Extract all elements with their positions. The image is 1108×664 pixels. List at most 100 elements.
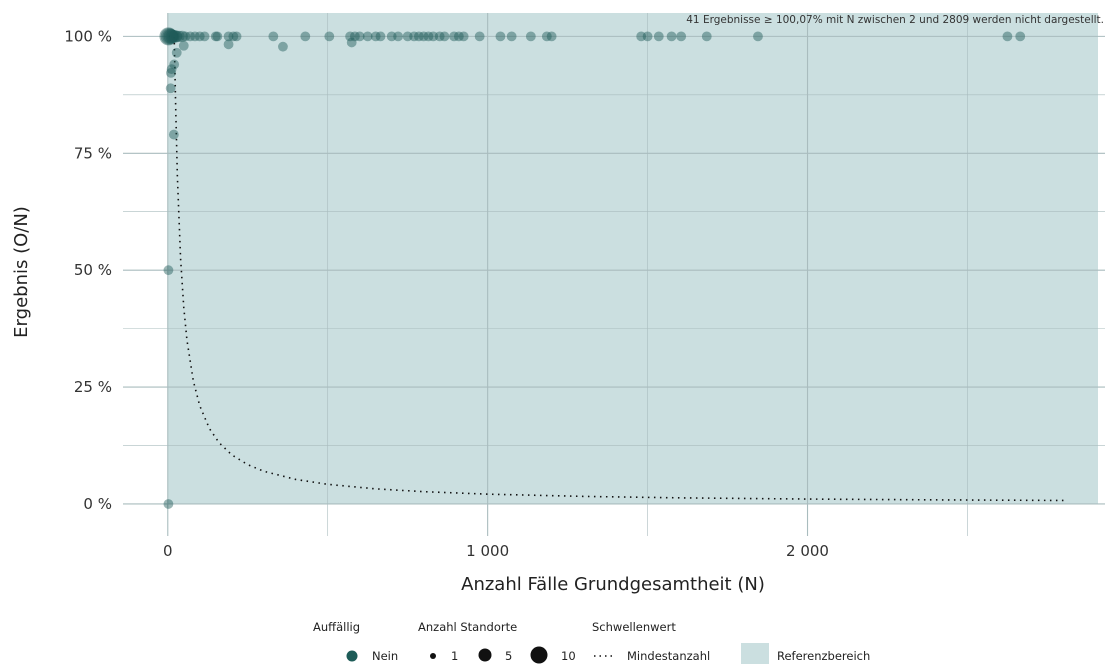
data-point (354, 31, 365, 42)
legend-standorte-label-5: 5 (505, 649, 512, 663)
data-point (163, 29, 179, 44)
data-point (541, 31, 552, 42)
x-tick-label: 2 000 (786, 542, 829, 560)
data-point (350, 31, 360, 42)
data-point (173, 30, 185, 43)
data-point (180, 31, 191, 42)
data-point (160, 28, 178, 45)
data-point (194, 31, 205, 42)
data-point (169, 59, 180, 70)
legend-schwellenwert-title: Schwellenwert (592, 620, 676, 634)
omitted-results-note: 41 Ergebnisse ≥ 100,07% mit N zwischen 2… (686, 14, 1104, 26)
data-point (653, 31, 664, 42)
data-point (345, 31, 356, 42)
data-point (190, 31, 200, 42)
legend-referenz-label: Referenzbereich (777, 649, 870, 663)
data-point (228, 31, 239, 42)
data-point (210, 31, 221, 42)
data-point (753, 31, 763, 42)
legend-standorte-size-1 (430, 653, 436, 659)
data-point (168, 129, 179, 140)
data-point (393, 31, 403, 42)
data-point (409, 31, 419, 42)
legend-standorte-title: Anzahl Standorte (418, 620, 517, 634)
data-point (525, 31, 536, 42)
legend-referenz-swatch (741, 643, 769, 664)
data-point (495, 31, 506, 42)
data-point (231, 31, 242, 42)
reference-area (167, 13, 1099, 504)
data-point (166, 67, 176, 78)
y-axis-title: Ergebnis (O/N) (11, 206, 32, 338)
data-point (370, 31, 381, 42)
data-point (178, 40, 189, 51)
data-point (449, 31, 459, 42)
data-point (413, 31, 424, 42)
data-point (223, 31, 234, 42)
data-point (439, 31, 450, 42)
axis-ticks: 0 % 25 % 50 % 75 % 100 % 0 1 000 2 000 (64, 27, 829, 560)
legend-standorte-size-5 (478, 648, 492, 662)
data-point (1015, 31, 1026, 42)
data-point (168, 30, 182, 43)
data-point (278, 41, 288, 52)
y-tick-label: 50 % (74, 261, 112, 279)
data-point (546, 31, 557, 42)
data-point (324, 31, 335, 42)
legend-schwellenwert-label: Mindestanzahl (627, 649, 710, 663)
legend-standorte-size-10 (530, 646, 548, 664)
data-point (506, 31, 517, 42)
data-point (375, 31, 386, 42)
data-point (171, 30, 183, 43)
data-point (428, 31, 439, 42)
data-point (386, 31, 397, 42)
legend-auffaellig-swatch (346, 650, 358, 662)
data-point (402, 31, 413, 42)
data-point (162, 28, 178, 45)
data-point (185, 31, 196, 42)
y-tick-label: 100 % (64, 27, 112, 45)
legend-standorte-label-10: 10 (561, 649, 576, 663)
data-point (701, 31, 712, 42)
y-tick-label: 25 % (74, 378, 112, 396)
data-point (346, 37, 357, 48)
legend-standorte-label-1: 1 (451, 649, 458, 663)
data-point (666, 31, 677, 42)
data-point (176, 30, 188, 43)
data-point (453, 31, 464, 42)
data-points (159, 27, 1026, 509)
data-point (474, 31, 485, 42)
data-point (458, 31, 469, 42)
y-tick-label: 75 % (74, 144, 112, 162)
data-point (167, 30, 180, 43)
data-point (636, 31, 647, 42)
data-point (166, 64, 177, 75)
data-point (163, 499, 174, 509)
legend: Auffällig Nein Anzahl Standorte 1 5 10 S… (313, 620, 870, 664)
data-point (212, 31, 223, 42)
legend-auffaellig-title: Auffällig (313, 620, 360, 634)
data-point (171, 47, 182, 58)
y-tick-label: 0 % (83, 495, 112, 513)
data-point (165, 83, 176, 94)
x-axis-title: Anzahl Fälle Grundgesamtheit (N) (461, 574, 765, 595)
data-point (223, 39, 234, 50)
data-point (300, 31, 311, 42)
data-point (362, 31, 373, 42)
legend-auffaellig-label: Nein (372, 649, 398, 663)
data-point (1002, 31, 1013, 42)
data-point (642, 31, 653, 42)
data-point (418, 31, 429, 42)
data-point (268, 31, 279, 42)
data-point (163, 265, 174, 276)
data-point (423, 31, 434, 42)
data-point (434, 31, 445, 42)
x-tick-label: 0 (163, 542, 173, 560)
data-point (676, 31, 687, 42)
data-point (165, 29, 180, 44)
grid (123, 13, 1105, 536)
data-point (159, 27, 178, 46)
x-tick-label: 1 000 (466, 542, 509, 560)
data-point (199, 31, 210, 42)
